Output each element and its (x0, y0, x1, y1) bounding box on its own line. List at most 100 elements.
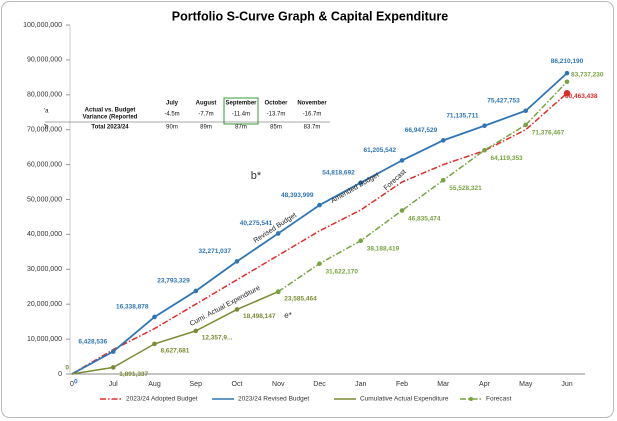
value-label: 0 (65, 365, 69, 372)
x-tick-label: Apr (479, 381, 491, 388)
value-label: 86,210,190 (551, 58, 584, 65)
table-header: November (297, 101, 327, 107)
y-tick-label: 10,000,000 (27, 336, 62, 343)
value-label: 23,585,464 (284, 295, 317, 302)
table-header: October (264, 101, 288, 107)
x-tick-label: May (519, 381, 533, 388)
value-label: 0 (74, 379, 78, 386)
x-tick-label: Feb (396, 381, 408, 388)
table-cell: 85m (270, 125, 282, 131)
value-label: 16,338,878 (116, 304, 149, 311)
point (110, 365, 116, 370)
value-label: 6,428,536 (78, 338, 107, 345)
table-header: August (196, 101, 217, 107)
point (358, 180, 364, 185)
x-tick-label: Jan (355, 381, 366, 388)
table-header: September (225, 101, 257, 107)
table-cell: -13.7m (267, 112, 286, 118)
table-cell: -7.7m (198, 112, 213, 118)
x-tick-label: Aug (148, 381, 161, 388)
point (399, 158, 405, 163)
table-cell: -11.4m (232, 112, 250, 118)
point (523, 122, 529, 128)
table-marker: 'b (44, 125, 49, 131)
y-tick-label: 80,000,000 (27, 92, 62, 99)
value-label: 64,119,353 (491, 155, 524, 162)
point (234, 259, 240, 264)
value-label: 38,188,419 (367, 245, 400, 252)
point (482, 147, 487, 153)
point (564, 79, 570, 85)
value-label: 18,498,147 (243, 313, 276, 320)
value-label: 40,275,541 (240, 220, 273, 227)
table-cell: -4.5m (164, 112, 179, 118)
point (440, 177, 446, 183)
table-row-label: Actual vs. Budget (85, 108, 136, 114)
value-label: 1,891,337 (119, 371, 148, 378)
point (152, 341, 157, 347)
point (275, 231, 281, 236)
x-tick-label: Sep (190, 381, 203, 388)
value-label: 61,205,542 (363, 147, 396, 154)
value-label: 83,737,230 (571, 71, 604, 78)
y-tick-label: 90,000,000 (27, 57, 62, 64)
x-tick-label: Jun (561, 381, 572, 388)
value-label: 23,793,329 (157, 278, 190, 285)
chart-title: Portfolio S-Curve Graph & Capital Expend… (172, 9, 448, 23)
legend-label: Forecast (486, 396, 511, 403)
value-label: 12,357,9... (202, 335, 233, 342)
point (275, 289, 281, 294)
point (317, 261, 322, 266)
x-tick-label: Oct (232, 381, 243, 388)
value-label: 31,622,170 (326, 268, 359, 275)
point (358, 238, 364, 244)
table-row-label: Variance (Reported (83, 115, 138, 121)
value-label: 46,835,474 (408, 215, 441, 222)
x-tick-label: Dec (313, 381, 326, 388)
table-cell: 83.7m (304, 125, 321, 131)
table-row-label: Total 2023/24 (91, 125, 129, 131)
x-tick-label: Nov (272, 381, 285, 388)
value-label: 32,271,037 (198, 248, 231, 255)
point (482, 123, 487, 129)
value-label: 80,463,438 (565, 93, 598, 100)
y-tick-label: 50,000,000 (27, 196, 62, 203)
y-tick-label: 20,000,000 (27, 301, 62, 308)
y-tick-label: 100,000,000 (23, 22, 62, 29)
point (234, 307, 240, 312)
point (193, 288, 199, 294)
value-label: 8,627,681 (161, 348, 190, 355)
y-tick-label: 70,000,000 (27, 127, 62, 134)
legend-dot (469, 397, 473, 401)
x-tick-label: Jul (109, 381, 118, 388)
y-tick-label: 40,000,000 (27, 231, 62, 238)
value-label: 75,427,753 (487, 97, 520, 104)
value-label: 48,393,999 (281, 192, 314, 199)
legend-label: Cumulative Actual Expenditure (360, 396, 449, 403)
point (563, 89, 571, 97)
table-cell: 87m (235, 125, 247, 131)
point (399, 208, 405, 213)
table-cell: 89m (200, 125, 212, 131)
value-label: 71,135,711 (446, 112, 479, 119)
value-label: 71,376,467 (532, 130, 565, 137)
series-line (277, 81, 568, 293)
point (440, 138, 446, 143)
annotation: b* (251, 170, 262, 182)
series-line (71, 290, 279, 375)
point (523, 108, 529, 114)
y-tick-label: 30,000,000 (27, 266, 62, 273)
y-tick-label: 60,000,000 (27, 161, 62, 168)
point (564, 70, 570, 76)
x-tick-label: Mar (437, 381, 450, 388)
table-cell: -16.7m (303, 112, 322, 118)
x-tick-label: 0 (70, 381, 74, 388)
point (152, 314, 157, 320)
table-cell: 90m (166, 125, 178, 131)
value-label: 55,528,321 (449, 185, 482, 192)
table-highlight (223, 97, 259, 125)
value-label: 54,818,692 (322, 169, 355, 176)
value-label: 66,947,529 (405, 127, 438, 134)
